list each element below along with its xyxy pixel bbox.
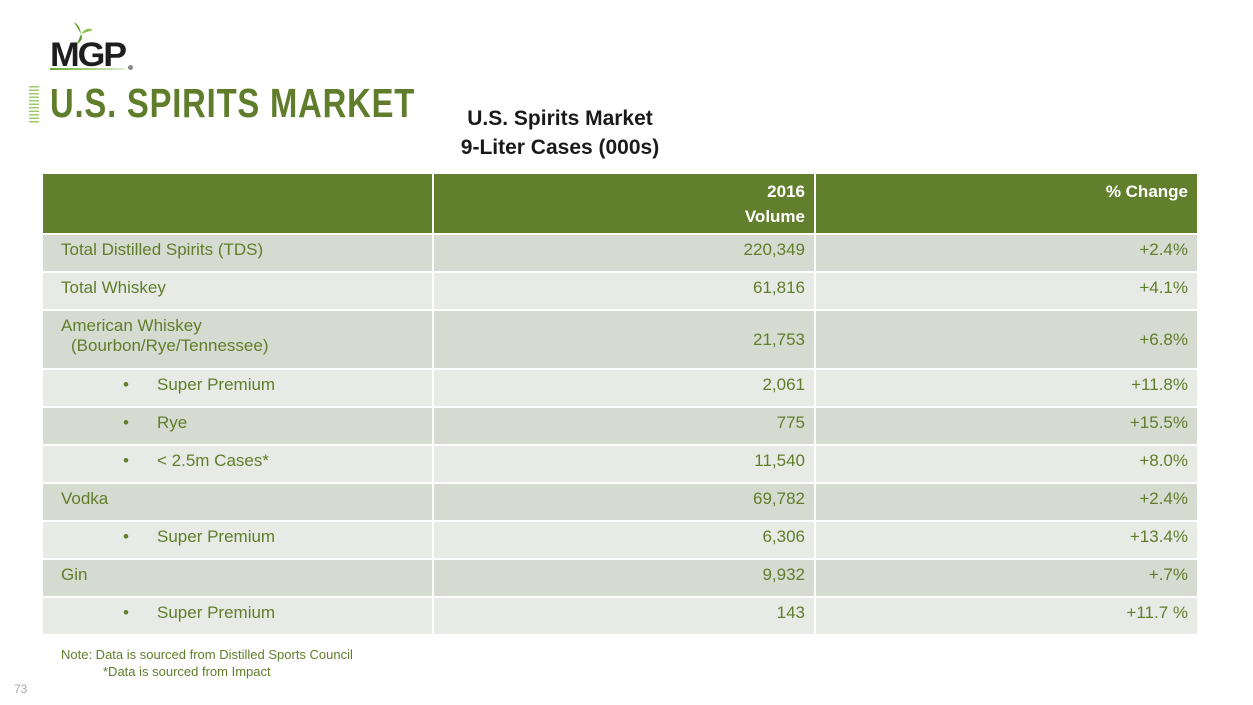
row-volume: 9,932	[434, 560, 814, 596]
row-change: +15.5%	[816, 408, 1197, 444]
leaf-icon	[74, 22, 93, 44]
header-volume: 2016 Volume	[434, 174, 814, 233]
row-change: +8.0%	[816, 446, 1197, 482]
table-title: U.S. Spirits Market 9-Liter Cases (000s)	[460, 107, 660, 160]
spirits-table: 2016 Volume % Change Total Distilled Spir…	[41, 172, 1199, 636]
row-change: +11.7 %	[816, 598, 1197, 634]
table-row: Total Distilled Spirits (TDS) 220,349 +2.4…	[43, 235, 1197, 271]
row-label: • < 2.5m Cases*	[43, 446, 432, 482]
bullet-icon: •	[123, 527, 129, 546]
table-row: • Super Premium 2,061 +11.8%	[43, 370, 1197, 406]
footnote: Note: Data is sourced from Distilled Spo…	[61, 647, 353, 679]
table-row: • Rye 775 +15.5%	[43, 408, 1197, 444]
row-change: +2.4%	[816, 235, 1197, 271]
table-row: Gin 9,932 +.7%	[43, 560, 1197, 596]
row-label: • Super Premium	[43, 598, 432, 634]
table-row: • Super Premium 6,306 +13.4%	[43, 522, 1197, 558]
row-volume: 2,061	[434, 370, 814, 406]
bullet-icon: •	[123, 375, 129, 394]
row-change: +11.8%	[816, 370, 1197, 406]
row-change: +2.4%	[816, 484, 1197, 520]
row-volume: 61,816	[434, 273, 814, 309]
bullet-icon: •	[123, 451, 129, 470]
slide-title: U.S. SPIRITS MARKET	[50, 80, 416, 126]
header-change: % Change	[816, 174, 1197, 233]
mgp-logo: MGP	[50, 22, 150, 74]
row-label: • Super Premium	[43, 370, 432, 406]
row-label: Gin	[43, 560, 432, 596]
bullet-icon: •	[123, 603, 129, 622]
table-header: 2016 Volume % Change	[43, 174, 1197, 233]
table-row: • Super Premium 143 +11.7 %	[43, 598, 1197, 634]
row-label: Vodka	[43, 484, 432, 520]
decorative-bars	[29, 86, 39, 124]
table-row: Total Whiskey 61,816 +4.1%	[43, 273, 1197, 309]
row-change: +4.1%	[816, 273, 1197, 309]
row-volume: 6,306	[434, 522, 814, 558]
row-label: American Whiskey (Bourbon/Rye/Tennessee)	[43, 311, 432, 368]
table-row: • < 2.5m Cases* 11,540 +8.0%	[43, 446, 1197, 482]
row-volume: 143	[434, 598, 814, 634]
row-label: Total Distilled Spirits (TDS)	[43, 235, 432, 271]
table-row: Vodka 69,782 +2.4%	[43, 484, 1197, 520]
row-change: +6.8%	[816, 311, 1197, 368]
header-label	[43, 174, 432, 233]
row-label: • Super Premium	[43, 522, 432, 558]
row-volume: 69,782	[434, 484, 814, 520]
row-volume: 11,540	[434, 446, 814, 482]
row-label: Total Whiskey	[43, 273, 432, 309]
row-change: +.7%	[816, 560, 1197, 596]
row-change: +13.4%	[816, 522, 1197, 558]
row-volume: 775	[434, 408, 814, 444]
row-volume: 220,349	[434, 235, 814, 271]
table-row: American Whiskey (Bourbon/Rye/Tennessee) 2…	[43, 311, 1197, 368]
page-number: 73	[14, 682, 28, 696]
row-label: • Rye	[43, 408, 432, 444]
row-volume: 21,753	[434, 311, 814, 368]
bullet-icon: •	[123, 413, 129, 432]
